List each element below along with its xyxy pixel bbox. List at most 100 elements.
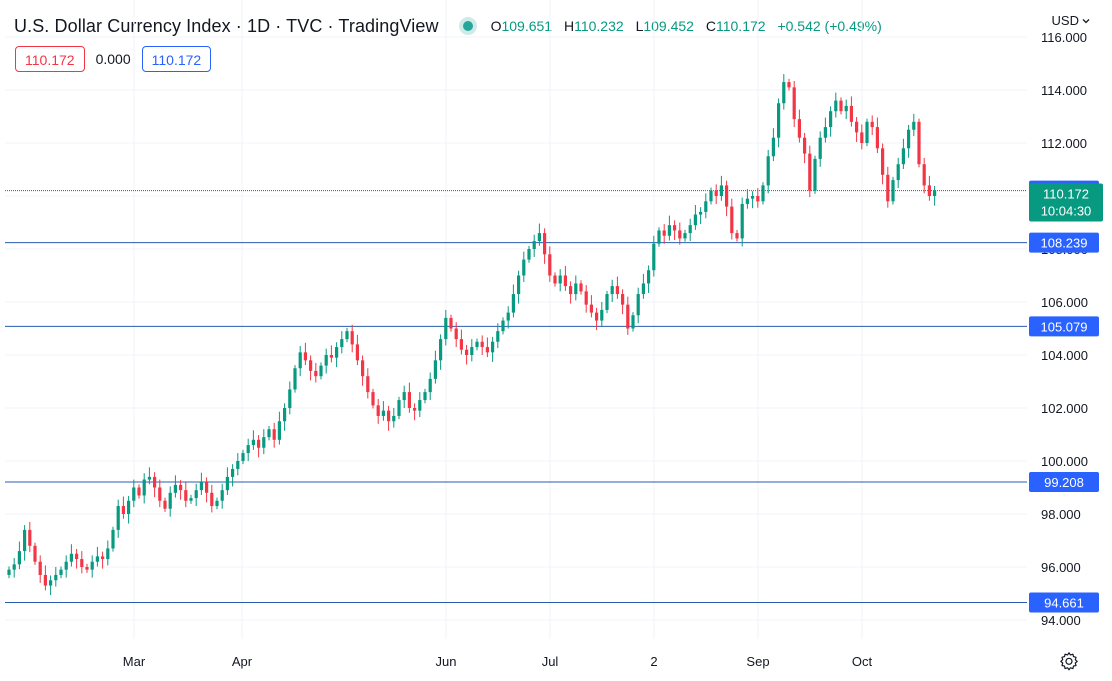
- candle-body: [95, 556, 99, 562]
- candle-body: [787, 82, 791, 88]
- candle-body: [350, 331, 354, 345]
- candle-body: [147, 476, 151, 480]
- price-tick-label: 104.000: [1041, 348, 1088, 363]
- last-price-badge: [1029, 183, 1103, 222]
- candle-body: [418, 400, 422, 411]
- time-tick-label: Jun: [436, 654, 457, 669]
- candle-body: [808, 153, 812, 191]
- candle-body: [714, 190, 718, 196]
- candle-body: [288, 389, 292, 408]
- gear-icon[interactable]: [1059, 651, 1079, 671]
- candle-body: [870, 121, 874, 128]
- candle-body: [480, 341, 484, 348]
- time-tick-label: Sep: [746, 654, 769, 669]
- price-tick-label: 94.000: [1041, 613, 1081, 628]
- candle-body: [517, 275, 521, 295]
- candle-body: [215, 500, 219, 507]
- candles: [7, 74, 937, 596]
- candle-body: [101, 556, 105, 560]
- time-tick-label: 2: [650, 654, 657, 669]
- candle-body: [179, 484, 183, 491]
- candle-body: [844, 105, 848, 112]
- candle-body: [340, 339, 344, 348]
- candle-body: [361, 360, 365, 377]
- candle-body: [345, 331, 349, 340]
- candle-body: [558, 275, 562, 284]
- candle-body: [673, 225, 677, 231]
- price-tick-label: 114.000: [1041, 83, 1087, 98]
- candle-body: [563, 275, 567, 287]
- candle-body: [631, 315, 635, 329]
- market-status-dot-icon[interactable]: [462, 21, 473, 31]
- candle-body: [626, 304, 630, 329]
- candle-body: [537, 233, 541, 242]
- candle-body: [298, 352, 302, 369]
- candle-body: [792, 87, 796, 120]
- candle-body: [397, 400, 401, 416]
- candle-body: [522, 259, 526, 276]
- high-value: 110.232: [574, 18, 624, 34]
- candle-body: [491, 341, 495, 353]
- candle-body: [220, 490, 224, 501]
- price-tick-label: 112.000: [1041, 136, 1087, 151]
- candle-body: [693, 214, 697, 226]
- candle-body: [501, 320, 505, 332]
- candle-body: [355, 344, 359, 361]
- candle-body: [33, 545, 37, 562]
- candle-body: [184, 490, 188, 501]
- candle-body: [641, 283, 645, 295]
- input-box-left[interactable]: 110.172: [15, 46, 85, 72]
- candle-body: [584, 291, 588, 305]
- input-mid-value: 0.000: [95, 51, 131, 67]
- indicator-inputs: 110.172 0.000 110.172: [15, 46, 212, 72]
- candle-body: [158, 487, 162, 501]
- candle-body: [38, 561, 42, 575]
- candle-body: [116, 506, 120, 530]
- candle-body: [54, 574, 58, 581]
- input-box-right[interactable]: 110.172: [141, 46, 212, 72]
- close-value: 110.172: [715, 18, 766, 34]
- candle-body: [569, 286, 573, 295]
- time-tick-label: Mar: [123, 654, 146, 669]
- candle-body: [922, 164, 926, 186]
- currency-selector[interactable]: USD: [1052, 13, 1090, 28]
- candle-body: [485, 347, 489, 353]
- candle-body: [595, 312, 599, 321]
- candle-body: [205, 482, 209, 493]
- price-axis[interactable]: 116.000114.000112.000110.000108.000106.0…: [1041, 30, 1088, 628]
- candle-body: [314, 370, 318, 377]
- low-key: L: [635, 18, 644, 34]
- candle-body: [589, 304, 593, 313]
- open-value: 109.651: [501, 18, 553, 34]
- candle-body: [901, 148, 905, 165]
- candle-body: [829, 111, 833, 128]
- candle-body: [121, 506, 125, 514]
- time-axis[interactable]: Mar Apr Jun Jul 2 Sep Oct: [123, 654, 873, 669]
- candle-body: [293, 368, 297, 390]
- candle-body: [917, 121, 921, 165]
- candle-body: [834, 100, 838, 112]
- candle-body: [75, 553, 79, 560]
- candle-body: [329, 355, 333, 358]
- candle-body: [600, 309, 604, 321]
- level-price-label: 105.079: [1041, 319, 1088, 334]
- candle-body: [90, 561, 94, 570]
- candle-body: [241, 453, 245, 461]
- candle-body: [267, 429, 271, 438]
- candle-body: [688, 225, 692, 234]
- candle-body: [725, 185, 729, 207]
- candle-body: [194, 490, 198, 499]
- price-tick-label: 106.000: [1041, 295, 1088, 310]
- candle-body: [849, 105, 853, 122]
- symbol-title[interactable]: U.S. Dollar Currency Index · 1D · TVC · …: [14, 15, 439, 36]
- ohlc-values: O109.651 H110.232 L109.452 C110.172 +0.5…: [491, 18, 882, 34]
- candle-body: [225, 476, 229, 491]
- candle-body: [132, 487, 136, 501]
- price-tick-label: 96.000: [1041, 560, 1081, 575]
- open-key: O: [490, 18, 502, 34]
- candle-body: [740, 203, 744, 239]
- candle-body: [402, 392, 406, 401]
- candle-body: [210, 492, 214, 507]
- candle-body: [69, 553, 73, 562]
